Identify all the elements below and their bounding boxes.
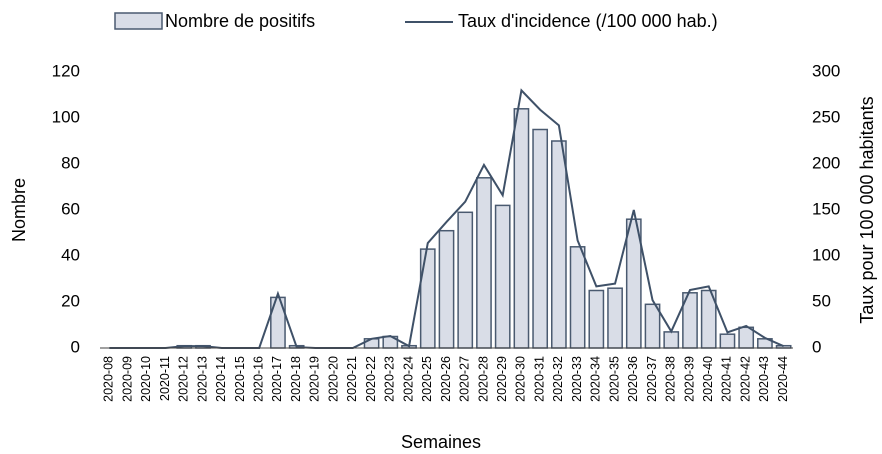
- x-tick-label: 2020-36: [626, 356, 640, 402]
- y-tick-label: 60: [61, 199, 80, 218]
- x-tick-label: 2020-13: [195, 356, 209, 402]
- x-tick-label: 2020-35: [607, 356, 621, 402]
- bar: [551, 140, 567, 349]
- y-tick-label: 120: [52, 61, 80, 80]
- legend-swatch: [114, 12, 163, 30]
- bar: [719, 333, 736, 349]
- x-tick-label: 2020-15: [233, 356, 247, 402]
- x-tick-label: 2020-16: [251, 356, 265, 402]
- x-tick-label: 2020-29: [495, 356, 509, 402]
- bar: [588, 289, 605, 349]
- x-tick-label: 2020-17: [270, 356, 284, 402]
- bar: [644, 303, 661, 349]
- x-tick-label: 2020-18: [289, 356, 303, 402]
- x-tick-label: 2020-41: [720, 356, 734, 402]
- x-tick-label: 2020-19: [308, 356, 322, 402]
- bar: [738, 326, 755, 349]
- x-tick-label: 2020-42: [738, 356, 752, 402]
- y2-tick-label: 150: [812, 199, 840, 218]
- bar: [457, 211, 474, 349]
- y-tick-label: 80: [61, 153, 80, 172]
- x-tick-label: 2020-31: [532, 356, 546, 402]
- y2-tick-label: 250: [812, 107, 840, 126]
- bar: [513, 108, 530, 349]
- x-tick-label: 2020-32: [551, 356, 565, 402]
- x-tick-label: 2020-40: [701, 356, 715, 402]
- y2-tick-label: 50: [812, 291, 831, 310]
- bar: [438, 229, 455, 349]
- x-tick-label: 2020-26: [439, 356, 453, 402]
- bar: [569, 246, 586, 349]
- bar: [607, 287, 623, 349]
- x-tick-label: 2020-20: [326, 356, 340, 402]
- x-tick-label: 2020-11: [158, 356, 172, 401]
- x-tick-label: 2020-10: [139, 356, 153, 402]
- bar: [476, 177, 492, 349]
- x-tick-label: 2020-39: [682, 356, 696, 402]
- x-tick-label: 2020-43: [757, 356, 771, 402]
- x-tick-label: 2020-33: [570, 356, 584, 402]
- x-tick-label: 2020-12: [177, 356, 191, 402]
- x-tick-label: 2020-34: [589, 356, 603, 402]
- x-tick-label: 2020-23: [383, 356, 397, 402]
- y-tick-label: 100: [52, 107, 80, 126]
- x-tick-label: 2020-08: [102, 356, 116, 402]
- x-tick-label: 2020-09: [120, 356, 134, 402]
- x-tick-label: 2020-14: [214, 356, 228, 402]
- x-tick-label: 2020-25: [420, 356, 434, 402]
- x-tick-label: 2020-30: [514, 356, 528, 402]
- bar: [419, 248, 436, 349]
- y-tick-label: 20: [61, 291, 80, 310]
- y2-tick-label: 100: [812, 245, 840, 264]
- y2-tick-label: 200: [812, 153, 840, 172]
- x-tick-label: 2020-22: [364, 356, 378, 402]
- x-tick-label: 2020-24: [401, 356, 415, 402]
- y2-tick-label: 300: [812, 61, 840, 80]
- x-tick-label: 2020-37: [645, 356, 659, 402]
- legend-label: Taux d'incidence (/100 000 hab.): [458, 11, 718, 31]
- y-axis-label: Nombre: [9, 178, 29, 242]
- y-tick-label: 40: [61, 245, 80, 264]
- bar: [494, 204, 511, 349]
- x-axis-label: Semaines: [401, 432, 481, 452]
- y2-axis-label: Taux pour 100 000 habitants: [857, 96, 877, 323]
- x-tick-label: 2020-28: [476, 356, 490, 402]
- legend-label: Nombre de positifs: [165, 11, 315, 31]
- x-tick-label: 2020-27: [458, 356, 472, 402]
- x-tick-label: 2020-21: [345, 356, 359, 402]
- x-tick-label: 2020-38: [664, 356, 678, 402]
- x-tick-label: 2020-44: [776, 356, 790, 402]
- bar: [532, 128, 549, 349]
- bar: [663, 331, 680, 349]
- y-tick-label: 0: [71, 337, 80, 356]
- y2-tick-label: 0: [812, 337, 821, 356]
